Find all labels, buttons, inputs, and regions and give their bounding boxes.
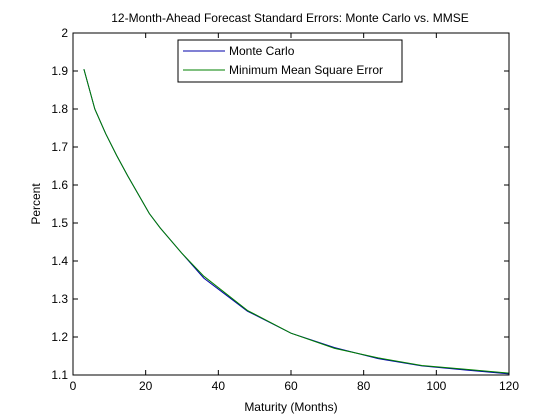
- x-tick-label: 0: [70, 379, 77, 393]
- x-axis-label: Maturity (Months): [244, 400, 337, 414]
- data-point: [421, 365, 422, 366]
- data-point: [105, 133, 106, 134]
- x-tick-label: 20: [139, 379, 153, 393]
- y-tick-label: 1.8: [51, 102, 68, 116]
- x-tick-label: 100: [426, 379, 446, 393]
- series-line-mmse: [83, 68, 510, 374]
- data-point: [378, 357, 379, 358]
- y-tick-label: 1.9: [51, 64, 68, 78]
- data-point: [181, 253, 182, 254]
- y-tick-label: 1.6: [51, 178, 68, 192]
- y-tick-label: 1.4: [51, 254, 68, 268]
- y-tick-label: 1.1: [51, 368, 68, 382]
- data-point: [127, 175, 128, 176]
- series-group: [83, 68, 510, 375]
- plot-area: [73, 33, 509, 375]
- data-point: [138, 194, 139, 195]
- y-tick-label: 1.7: [51, 140, 68, 154]
- legend-label-monte-carlo: Monte Carlo: [229, 44, 295, 58]
- data-point: [465, 369, 466, 370]
- data-point: [94, 108, 95, 109]
- x-tick-label: 120: [499, 379, 519, 393]
- legend: Monte Carlo Minimum Mean Square Error: [177, 39, 403, 83]
- data-point: [247, 310, 248, 311]
- legend-label-mmse: Minimum Mean Square Error: [229, 63, 383, 77]
- data-point: [334, 348, 335, 349]
- chart-title: 12-Month-Ahead Forecast Standard Errors:…: [111, 11, 468, 25]
- data-point: [290, 333, 291, 334]
- data-point: [116, 155, 117, 156]
- legend-box: [177, 39, 403, 83]
- data-point: [149, 213, 150, 214]
- data-point: [203, 278, 204, 279]
- data-point: [203, 276, 204, 277]
- y-axis-label: Percent: [29, 183, 43, 225]
- x-tick-label: 60: [284, 379, 298, 393]
- plot-frame: [72, 32, 510, 376]
- axis-ticks: 0 20 40 60 80 100 120 1.1 1.2 1.3 1.4 1.5 1.6 1.7 1.8 1…: [51, 26, 519, 393]
- y-tick-label: 1.5: [51, 216, 68, 230]
- data-point: [83, 69, 84, 70]
- y-tick-label: 1.2: [51, 330, 68, 344]
- y-tick-label: 1.3: [51, 292, 68, 306]
- x-tick-label: 80: [357, 379, 371, 393]
- data-point: [160, 227, 161, 228]
- x-tick-label: 40: [212, 379, 226, 393]
- y-tick-label: 2: [61, 26, 68, 40]
